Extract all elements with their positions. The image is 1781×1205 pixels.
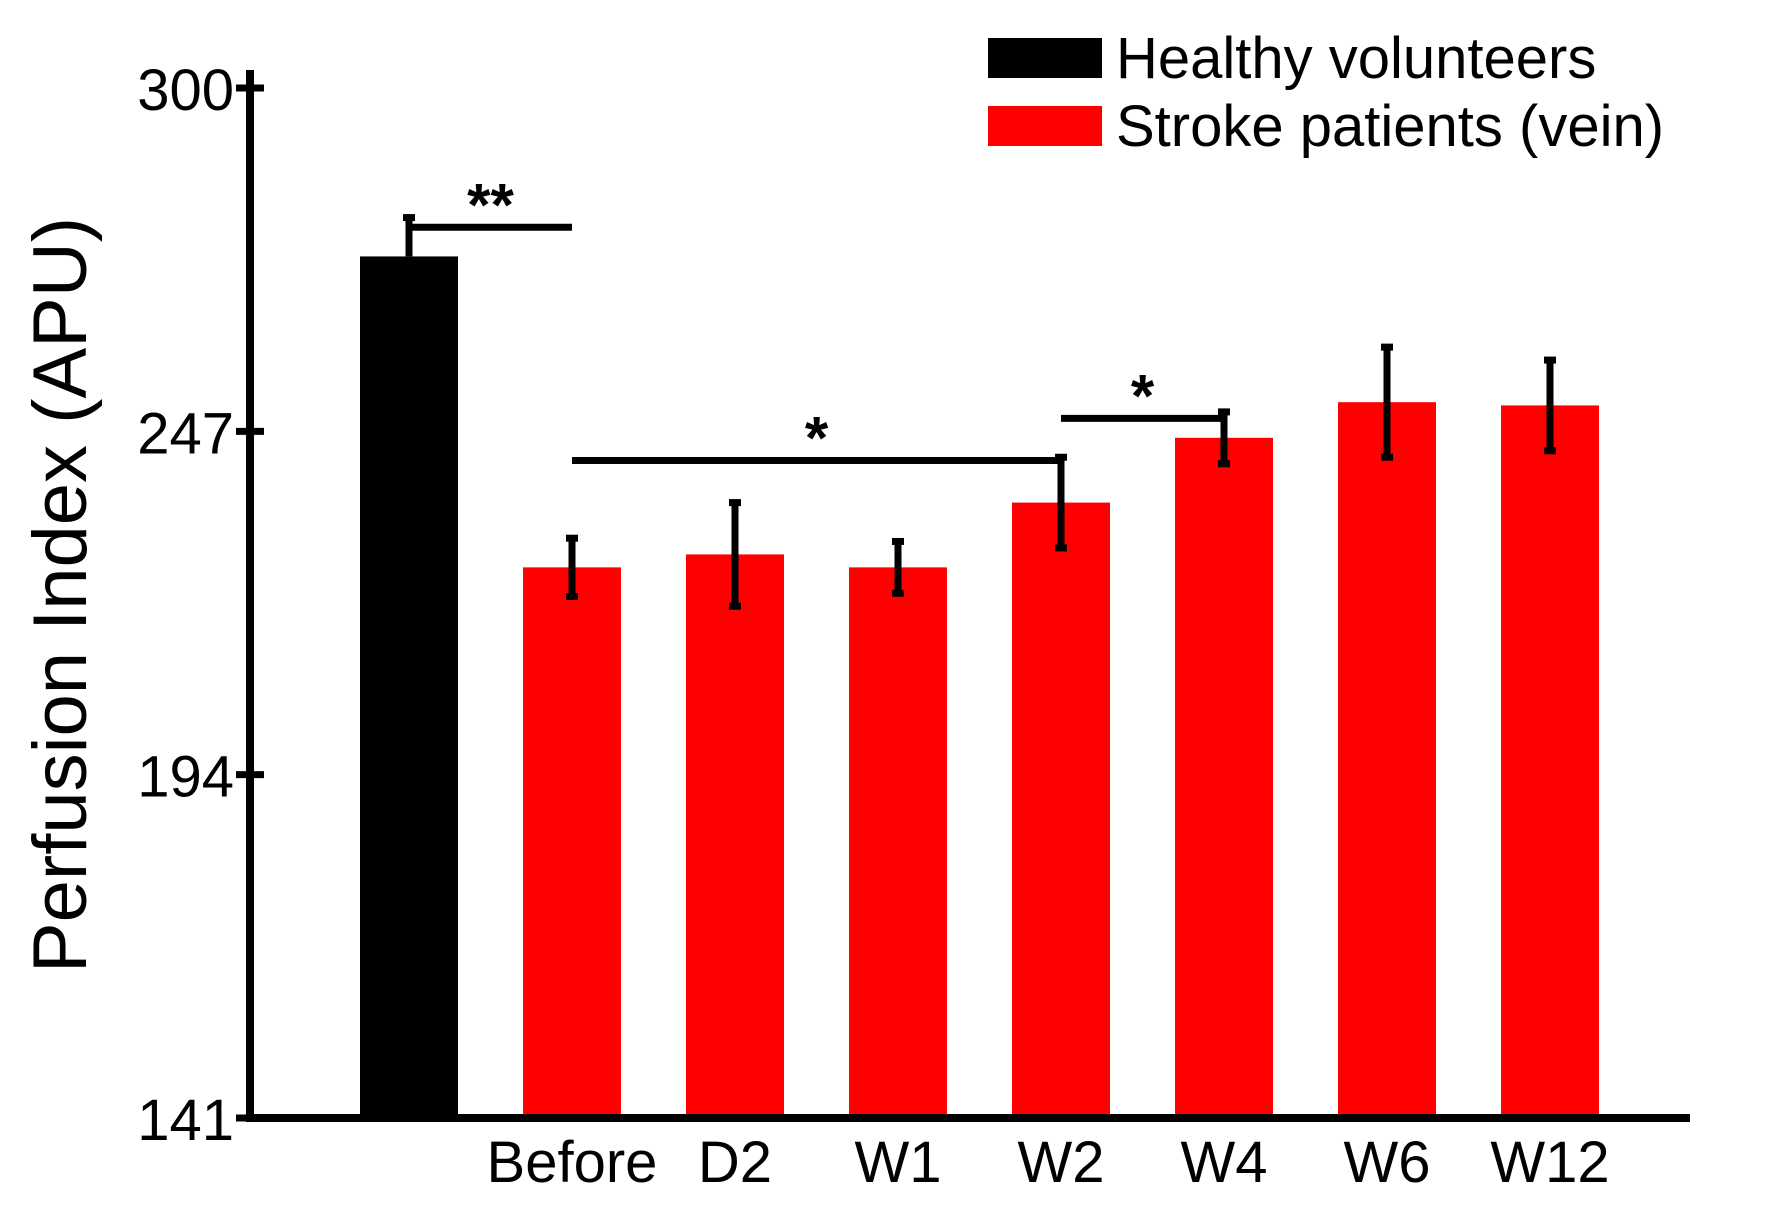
legend-swatch [988, 106, 1102, 146]
labels-layer: Before D2 W1 W2 W4 W6 W12 141 194 247 300 Perfusion… [18, 58, 1610, 1195]
bar-w2 [1012, 502, 1110, 1118]
bar-w6 [1338, 402, 1436, 1119]
x-tick-label: W1 [855, 1130, 942, 1195]
bars-layer [360, 256, 1599, 1119]
bar-healthy [360, 256, 458, 1118]
bar-before [523, 567, 621, 1118]
significance-label: ** [467, 171, 514, 238]
bar-w4 [1175, 437, 1273, 1119]
legend-label: Stroke patients (vein) [1116, 94, 1664, 159]
x-tick-label: W4 [1181, 1130, 1268, 1195]
significance-layer: **** [409, 171, 1224, 471]
significance-label: * [1131, 362, 1155, 429]
x-tick-label: Before [487, 1130, 658, 1195]
y-tick-label: 247 [137, 401, 234, 466]
y-tick-label: 194 [137, 745, 234, 810]
bar-d2 [686, 554, 784, 1118]
y-tick-label: 300 [137, 58, 234, 123]
y-tick-label: 141 [137, 1088, 234, 1153]
x-tick-label: W2 [1018, 1130, 1105, 1195]
x-tick-label: W12 [1490, 1130, 1609, 1195]
legend-swatch [988, 38, 1102, 78]
significance-label: * [805, 404, 829, 471]
bar-w12 [1501, 405, 1599, 1118]
bar-w1 [849, 567, 947, 1118]
x-tick-label: D2 [698, 1130, 772, 1195]
y-axis-title: Perfusion Index (APU) [18, 217, 103, 973]
axes-layer [236, 70, 1690, 1122]
legend-label: Healthy volunteers [1116, 26, 1596, 91]
x-tick-label: W6 [1344, 1130, 1431, 1195]
